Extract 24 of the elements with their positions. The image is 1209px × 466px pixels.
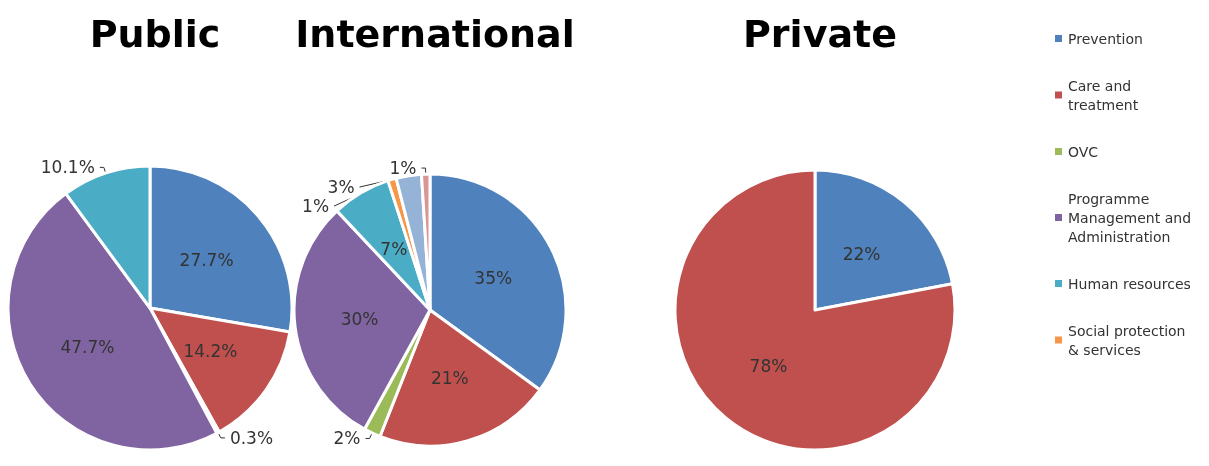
data-label: 78% [749, 356, 788, 377]
data-label: 14.2% [183, 340, 238, 361]
slice-label: Public [89, 12, 221, 56]
data-label: 27.7% [179, 250, 234, 271]
legend-label: Human resources [1068, 275, 1191, 292]
data-label: 47.7% [60, 337, 115, 358]
data-label: 1% [389, 158, 417, 179]
legend-label: Social protection & services [1068, 322, 1190, 358]
data-label: 10.1% [40, 157, 95, 178]
legend-label: Prevention [1068, 30, 1143, 47]
slice-label: International [295, 12, 575, 56]
data-label: 1% [302, 196, 330, 217]
data-label: 0.3% [229, 427, 274, 448]
data-label: 30% [340, 308, 379, 329]
legend-label: Care and treatment [1068, 77, 1139, 113]
data-label: 7% [380, 238, 408, 259]
legend-label: Programme Management and Administration [1068, 190, 1196, 245]
data-label: 21% [430, 368, 469, 389]
data-label: 3% [327, 177, 355, 198]
data-label: 2% [333, 428, 361, 449]
data-label: 22% [842, 243, 881, 264]
legend-label: OVC [1068, 143, 1099, 160]
data-label: 35% [474, 267, 513, 288]
slice-label: Private [743, 12, 897, 56]
